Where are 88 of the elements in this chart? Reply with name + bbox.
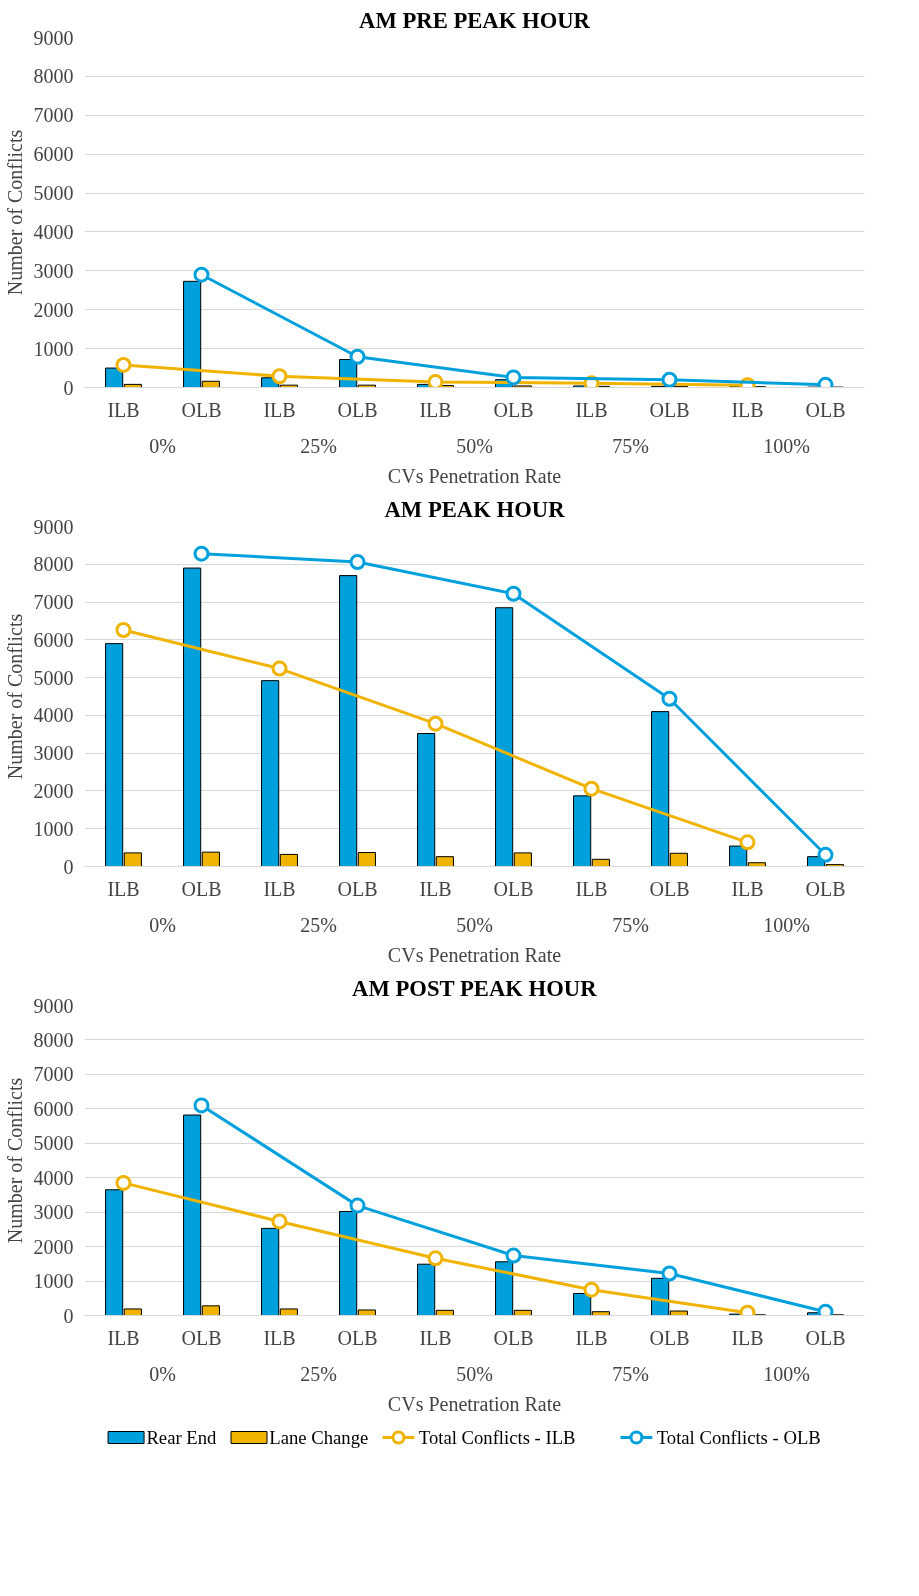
y-tick-label: 7000 xyxy=(33,591,74,614)
x-tick-label: OLB xyxy=(337,398,378,421)
chart-title: AM PRE PEAK HOUR xyxy=(359,7,591,33)
y-tick-label: 1000 xyxy=(33,1270,74,1293)
y-tick-label: 8000 xyxy=(33,1028,74,1051)
y-tick-label: 9000 xyxy=(33,994,74,1017)
text: 50% xyxy=(456,913,493,936)
y-tick-label: 4000 xyxy=(33,704,74,727)
x-tick-label: OLB xyxy=(493,1326,534,1349)
x-tick-label: ILB xyxy=(575,877,608,900)
y-tick-label: 1000 xyxy=(33,817,74,840)
y-tick-label: 3000 xyxy=(33,742,74,765)
x-tick-label: ILB xyxy=(731,877,764,900)
x-tick-label: OLB xyxy=(649,877,690,900)
text: 50% xyxy=(456,434,493,457)
x-tick-label: ILB xyxy=(419,877,452,900)
x-tick-label: OLB xyxy=(649,1326,690,1349)
y-tick-label: 6000 xyxy=(33,143,74,166)
x-tick-label: ILB xyxy=(263,1326,296,1349)
x-tick-label: OLB xyxy=(805,398,846,421)
x-tick-label: ILB xyxy=(575,398,608,421)
y-tick-label: 4000 xyxy=(33,220,74,243)
text: 100% xyxy=(763,1362,810,1385)
y-tick-label: 3000 xyxy=(33,1201,74,1224)
x-tick-label: OLB xyxy=(337,877,378,900)
text: 0% xyxy=(149,913,176,936)
x-tick-label: ILB xyxy=(263,877,296,900)
x-tick-label: OLB xyxy=(181,1326,222,1349)
y-axis-title: Number of Conflicts xyxy=(3,1077,26,1244)
x-tick-label: OLB xyxy=(493,398,534,421)
x-tick-label: ILB xyxy=(575,1326,608,1349)
y-tick-label: 8000 xyxy=(33,65,74,88)
chart-title: AM PEAK HOUR xyxy=(384,496,566,522)
text: 25% xyxy=(300,1362,337,1385)
x-tick-label: ILB xyxy=(419,398,452,421)
y-tick-label: 4000 xyxy=(33,1166,74,1189)
text: 0% xyxy=(149,434,176,457)
y-tick-label: 5000 xyxy=(33,666,74,689)
chart-title: AM POST PEAK HOUR xyxy=(352,975,598,1001)
text: 25% xyxy=(300,913,337,936)
text: 75% xyxy=(612,434,649,457)
x-tick-label: ILB xyxy=(731,398,764,421)
y-tick-label: 3000 xyxy=(33,259,74,282)
x-tick-label: ILB xyxy=(731,1326,764,1349)
y-tick-label: 2000 xyxy=(33,1235,74,1258)
y-tick-label: 9000 xyxy=(33,26,74,49)
y-tick-label: 5000 xyxy=(33,1132,74,1155)
x-tick-label: OLB xyxy=(805,877,846,900)
x-tick-label: OLB xyxy=(649,398,690,421)
x-axis-title: CVs Penetration Rate xyxy=(387,464,562,487)
text: 75% xyxy=(612,913,649,936)
x-tick-label: OLB xyxy=(337,1326,378,1349)
y-tick-label: 0 xyxy=(63,1304,74,1327)
y-tick-label: 2000 xyxy=(33,298,74,321)
x-tick-label: OLB xyxy=(181,877,222,900)
y-axis-title: Number of Conflicts xyxy=(3,613,26,780)
y-tick-label: 0 xyxy=(63,855,74,878)
x-tick-label: OLB xyxy=(805,1326,846,1349)
y-tick-label: 7000 xyxy=(33,1063,74,1086)
x-tick-label: OLB xyxy=(181,398,222,421)
y-axis-title: Number of Conflicts xyxy=(3,129,26,296)
x-tick-label: ILB xyxy=(419,1326,452,1349)
y-tick-label: 6000 xyxy=(33,1097,74,1120)
x-tick-label: ILB xyxy=(263,398,296,421)
y-tick-label: 9000 xyxy=(33,515,74,538)
y-tick-label: 2000 xyxy=(33,779,74,802)
y-tick-label: 7000 xyxy=(33,104,74,127)
legend-label: Total Conflicts - ILB xyxy=(418,1427,576,1448)
text: 25% xyxy=(300,434,337,457)
legend-label: Rear End xyxy=(146,1427,218,1448)
x-axis-title: CVs Penetration Rate xyxy=(387,1392,562,1415)
x-tick-label: OLB xyxy=(493,877,534,900)
y-tick-label: 0 xyxy=(63,376,74,399)
y-tick-label: 6000 xyxy=(33,628,74,651)
y-tick-label: 5000 xyxy=(33,182,74,205)
legend-label: Total Conflicts - OLB xyxy=(656,1427,821,1448)
text: 50% xyxy=(456,1362,493,1385)
text: 0% xyxy=(149,1362,176,1385)
legend-label: Lane Change xyxy=(269,1427,369,1448)
x-tick-label: ILB xyxy=(107,1326,140,1349)
text: 100% xyxy=(763,434,810,457)
text: 75% xyxy=(612,1362,649,1385)
x-tick-label: ILB xyxy=(107,877,140,900)
x-axis-title: CVs Penetration Rate xyxy=(387,943,562,966)
text: 100% xyxy=(763,913,810,936)
y-tick-label: 8000 xyxy=(33,553,74,576)
y-tick-label: 1000 xyxy=(33,337,74,360)
x-tick-label: ILB xyxy=(107,398,140,421)
